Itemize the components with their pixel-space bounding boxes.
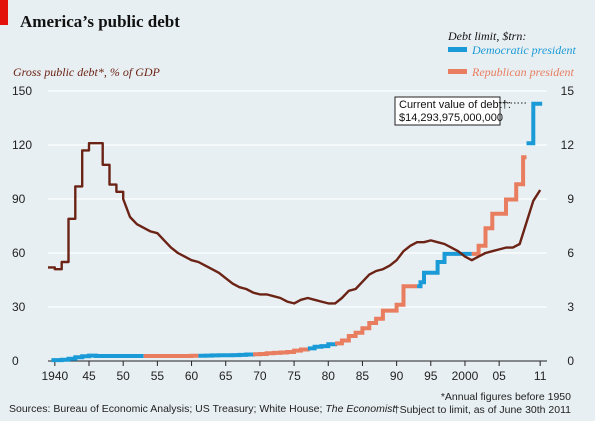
- left-tick-30: 30: [12, 300, 26, 314]
- x-tick-label-11: 95: [424, 369, 438, 383]
- x-tick-label-13: 05: [492, 369, 506, 383]
- left-tick-120: 120: [12, 138, 32, 152]
- left-axis-label: Gross public debt*, % of GDP: [13, 65, 161, 79]
- left-tick-0: 0: [12, 354, 19, 368]
- gridlines: [48, 90, 547, 362]
- red-corner-tag: [0, 0, 8, 25]
- x-tick-label-0: 1940: [41, 369, 68, 383]
- debt-limit-segment-2: [198, 352, 256, 358]
- x-tick-label-9: 85: [356, 369, 370, 383]
- annotation-value: $14,293,975,000,000: [399, 112, 503, 124]
- footnote-annual: *Annual figures before 1950: [441, 391, 571, 403]
- x-tick-label-2: 50: [117, 369, 131, 383]
- x-tick-label-7: 75: [287, 369, 301, 383]
- x-tick-label-6: 70: [253, 369, 267, 383]
- debt-limit-series: [51, 101, 543, 363]
- debt-limit-segment-3: [253, 347, 310, 357]
- debt-limit-segment-8: [526, 101, 543, 146]
- right-tick-12: 12: [561, 138, 575, 152]
- debt-limit-segment-7: [471, 155, 527, 256]
- annotation-box: [394, 96, 501, 126]
- left-tick-60: 60: [12, 246, 26, 260]
- x-tick-label-5: 65: [219, 369, 233, 383]
- x-tick-label-12: 2000: [452, 369, 479, 383]
- debt-limit-segment-4: [307, 342, 338, 351]
- x-tick-label-10: 90: [390, 369, 404, 383]
- x-tick-label-4: 60: [185, 369, 199, 383]
- right-tick-3: 3: [567, 300, 574, 314]
- debt-limit-segment-6: [417, 251, 472, 289]
- legend-label-republican: Republican president: [471, 65, 575, 79]
- legend-label-democratic: Democratic president: [471, 43, 577, 57]
- gross-debt-line: [48, 142, 542, 305]
- footnote-limit: †Subject to limit, as of June 30th 2011: [394, 404, 571, 416]
- debt-limit-segment-5: [335, 284, 418, 346]
- right-tick-9: 9: [567, 192, 574, 206]
- x-tick-label-14: 11: [534, 369, 547, 383]
- right-tick-0: 0: [567, 354, 574, 368]
- annotation-label: Current value of debt†:: [399, 99, 511, 111]
- debt-limit-segment-0: [51, 353, 144, 363]
- sources-italic: The Economist: [325, 403, 396, 415]
- x-tick-label-1: 45: [82, 369, 96, 383]
- right-tick-15: 15: [561, 84, 575, 98]
- x-tick-label-3: 55: [151, 369, 165, 383]
- legend-swatch-democratic: [448, 47, 467, 52]
- sources-text: Sources: Bureau of Economic Analysis; US…: [9, 403, 325, 415]
- left-tick-90: 90: [12, 192, 26, 206]
- legend: Democratic president Republican presiden…: [448, 43, 577, 79]
- right-axis-ticks: 0 3 6 9 12 15: [561, 84, 575, 368]
- legend-swatch-republican: [448, 69, 467, 74]
- right-tick-6: 6: [567, 246, 574, 260]
- current-debt-annotation: Current value of debt†: $14,293,975,000,…: [394, 96, 528, 126]
- x-tick-label-8: 80: [322, 369, 336, 383]
- right-axis-label: Debt limit, $trn:: [447, 29, 526, 43]
- chart-title: America’s public debt: [20, 12, 180, 31]
- x-axis-ticks: 1940 45 50 55 60 65 70 75 80 85 90 95 2000 05 11: [41, 361, 547, 383]
- sources-note: Sources: Bureau of Economic Analysis; US…: [9, 403, 396, 415]
- left-tick-150: 150: [12, 84, 32, 98]
- left-axis-ticks: 0 30 60 90 120 150: [12, 84, 32, 368]
